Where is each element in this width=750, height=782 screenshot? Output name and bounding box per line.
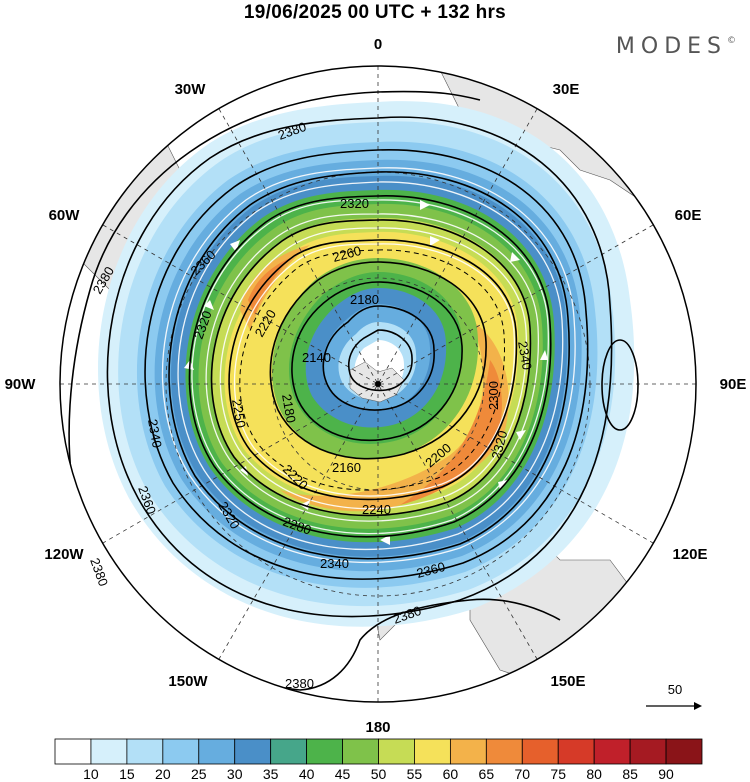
color-bar-swatch xyxy=(162,738,200,765)
contour-label: 2180 xyxy=(279,393,299,424)
color-bar-swatch xyxy=(485,738,523,765)
lon-label-30w: 30W xyxy=(175,81,207,98)
color-bar-swatch xyxy=(306,738,343,765)
map-title: 19/06/2025 00 UTC + 132 hrs xyxy=(243,2,507,23)
contour-label: 2320 xyxy=(340,196,369,211)
contour-label: 2340 xyxy=(515,340,535,371)
color-bar-tick-label: 90 xyxy=(658,766,674,782)
color-bar-swatch xyxy=(234,738,272,765)
color-bar-tick-label: 35 xyxy=(263,766,279,782)
modes-logo: MODES© xyxy=(616,34,736,59)
color-bar-swatch xyxy=(342,738,379,765)
contour-label: 2240 xyxy=(362,502,391,517)
lon-label-90w: 90W xyxy=(5,376,37,393)
color-bar-tick-label: 10 xyxy=(83,766,99,782)
color-bar-tick-label: 85 xyxy=(622,766,638,782)
lon-label-120e: 120E xyxy=(672,546,707,563)
color-bar-swatch xyxy=(414,738,451,765)
color-bar-tick-label: 70 xyxy=(514,766,530,782)
wind-speed-shading xyxy=(98,101,635,627)
contour-label: 2140 xyxy=(302,350,331,365)
color-bar-swatch xyxy=(521,738,559,765)
contour-label: 2380 xyxy=(285,676,314,691)
color-bar-tick-label: 40 xyxy=(299,766,315,782)
lon-label-120w: 120W xyxy=(44,546,84,563)
contour-label: 2340 xyxy=(320,556,349,571)
contour-label: 2380 xyxy=(87,556,111,588)
brand-mark: © xyxy=(727,36,736,46)
color-bar-swatch xyxy=(629,738,667,765)
lon-label-0: 0 xyxy=(374,36,382,53)
south-pole-marker xyxy=(375,381,381,387)
color-bar-swatch xyxy=(54,738,92,765)
color-bar-tick-label: 15 xyxy=(119,766,135,782)
color-bar-swatch xyxy=(198,738,236,765)
reference-vector: 50 xyxy=(646,682,702,710)
color-bar-tick-label: 55 xyxy=(407,766,423,782)
color-bar-tick-label: 30 xyxy=(227,766,243,782)
geopotential-contours xyxy=(68,90,639,691)
arrow-right-icon xyxy=(694,702,702,710)
lon-label-150w: 150W xyxy=(168,673,208,690)
color-bar-swatch xyxy=(593,738,631,765)
color-bar-tick-label: 75 xyxy=(550,766,566,782)
lon-label-150e: 150E xyxy=(550,673,585,690)
color-bar-tick-label: 60 xyxy=(443,766,459,782)
lon-label-60w: 60W xyxy=(49,207,81,224)
contour-label: 2300 xyxy=(486,381,501,410)
jet-max-nw xyxy=(240,245,310,330)
color-bar-tick-label: 25 xyxy=(191,766,207,782)
color-bar-swatch xyxy=(665,738,703,765)
color-bar-swatch xyxy=(126,738,164,765)
lon-label-60e: 60E xyxy=(675,207,702,224)
reference-vector-label: 50 xyxy=(668,682,682,697)
color-bar-swatch xyxy=(557,738,595,765)
color-bar-swatch xyxy=(270,738,308,765)
color-bar-tick-label: 20 xyxy=(155,766,171,782)
color-bar-swatch xyxy=(378,738,415,765)
longitude-labels: 0 30E 60E 90E 120E 150E 180 150W 120W 90… xyxy=(5,36,747,736)
color-bar-tick-label: 65 xyxy=(479,766,495,782)
dashed-contour xyxy=(239,249,505,491)
contour-label: 2160 xyxy=(332,460,361,475)
contour-label: 2250 xyxy=(229,398,249,429)
color-bar-tick-label: 80 xyxy=(586,766,602,782)
contour-label: 2340 xyxy=(145,418,165,449)
map-border xyxy=(59,65,697,703)
graticule xyxy=(60,66,696,702)
contour-label: 2320 xyxy=(488,429,510,461)
lon-label-30e: 30E xyxy=(553,81,580,98)
contour-label: 2180 xyxy=(350,292,379,307)
color-bar-tick-label: 50 xyxy=(371,766,387,782)
lon-label-180: 180 xyxy=(365,719,390,736)
color-bar-tick-label: 45 xyxy=(335,766,351,782)
wind-streamlines xyxy=(161,167,576,564)
brand-text: MODES xyxy=(615,34,727,59)
lon-label-90e: 90E xyxy=(720,376,747,393)
color-bar: 10 15 20 25 30 35 40 45 50 55 60 65 70 75 80 85 90 xyxy=(54,738,703,782)
color-bar-swatch xyxy=(449,738,487,765)
contour-label: 2360 xyxy=(415,559,447,581)
contour-label: 2260 xyxy=(331,243,363,265)
color-bar-swatch xyxy=(90,738,128,765)
